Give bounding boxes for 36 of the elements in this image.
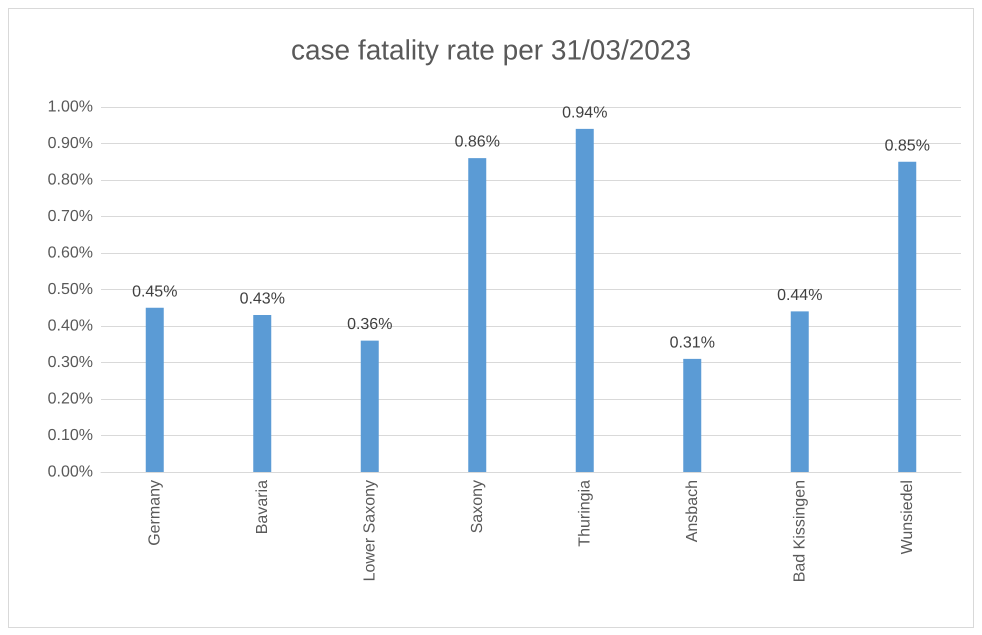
x-tick-label: Germany	[146, 480, 164, 546]
y-tick-label: 0.70%	[48, 208, 93, 225]
bar	[790, 311, 809, 472]
y-tick-label: 0.10%	[48, 427, 93, 444]
y-tick-label: 0.40%	[48, 318, 93, 334]
data-label: 0.44%	[777, 286, 822, 304]
x-tick-label: Bavaria	[254, 480, 271, 534]
x-tick-label: Lower Saxony	[361, 480, 378, 582]
data-label: 0.94%	[562, 104, 608, 122]
bar	[898, 162, 916, 472]
bar	[253, 315, 272, 472]
y-tick-label: 0.20%	[48, 390, 93, 408]
y-tick-label: 0.60%	[48, 244, 93, 262]
data-label: 0.86%	[454, 134, 500, 151]
bar	[468, 158, 486, 472]
bar	[360, 340, 379, 472]
data-label: 0.45%	[132, 283, 178, 300]
x-tick-label: Wunsiedel	[898, 480, 916, 554]
data-label: 0.85%	[884, 137, 930, 154]
x-tick-label: Saxony	[468, 480, 486, 534]
y-tick-label: 0.00%	[48, 464, 93, 480]
y-tick-label: 0.90%	[48, 135, 93, 152]
data-label: 0.31%	[670, 334, 715, 352]
x-tick-label: Thuringia	[576, 480, 594, 547]
y-tick-label: 0.30%	[48, 354, 93, 371]
y-tick-label: 1.00%	[48, 98, 93, 116]
bar	[683, 358, 702, 472]
bar	[576, 128, 594, 472]
y-tick-label: 0.50%	[48, 281, 93, 298]
x-tick-label: Bad Kissingen	[791, 480, 808, 582]
x-tick-label: Ansbach	[684, 480, 701, 542]
data-label: 0.36%	[347, 316, 392, 334]
bar	[146, 308, 164, 472]
data-label: 0.43%	[240, 290, 285, 308]
chart-title: case fatality rate per 31/03/2023	[290, 34, 692, 66]
y-tick-label: 0.80%	[48, 172, 93, 188]
